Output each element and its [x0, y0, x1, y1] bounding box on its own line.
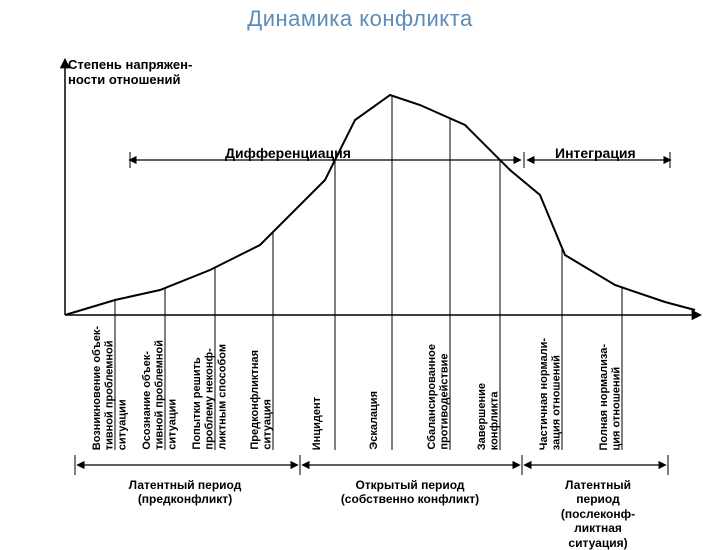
- page-title: Динамика конфликта: [0, 0, 720, 32]
- stage-label-6: Сбалансированное противодействие: [426, 344, 451, 450]
- y-axis-label: Степень напряжен- ности отношений: [68, 58, 192, 88]
- phase-integration-label: Интеграция: [555, 145, 636, 161]
- conflict-dynamics-diagram: Степень напряжен- ности отношений Диффер…: [0, 40, 720, 540]
- stage-label-4: Инцидент: [311, 397, 324, 450]
- stage-label-5: Эскалация: [368, 391, 381, 450]
- period-label-0: Латентный период(предконфликт): [110, 478, 260, 507]
- stage-label-0: Возникновение объек- тивной проблемной с…: [91, 326, 129, 450]
- stage-label-2: Попытки решить проблему неконф- ликтным …: [191, 344, 229, 450]
- stage-label-8: Частичная нормали- зация отношений: [538, 338, 563, 450]
- phase-differentiation-label: Дифференциация: [225, 145, 351, 161]
- stage-label-9: Полная нормализа- ция отношений: [598, 344, 623, 450]
- stage-label-3: Предконфликтная ситуация: [249, 350, 274, 450]
- stage-label-1: Осознание объек- тивной проблемной ситуа…: [141, 340, 179, 450]
- period-label-1: Открытый период(собственно конфликт): [335, 478, 485, 507]
- y-axis-label-line2: ности отношений: [68, 72, 181, 87]
- diagram-svg: [0, 40, 720, 540]
- stage-label-7: Завершение конфликта: [476, 383, 501, 450]
- y-axis-label-line1: Степень напряжен-: [68, 57, 192, 72]
- period-label-2: Латентныйпериод(послеконф-ликтнаяситуаци…: [523, 478, 673, 550]
